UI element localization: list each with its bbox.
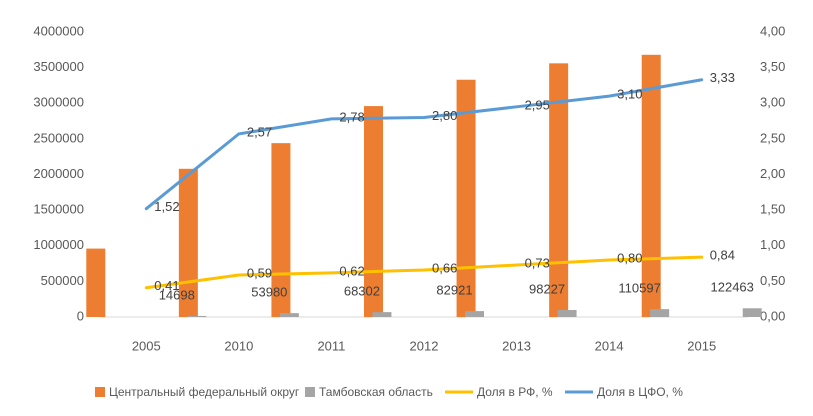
legend-label: Центральный федеральный округ (109, 385, 300, 399)
x-tick-label: 2015 (687, 338, 716, 353)
y-tick-label: 500000 (41, 273, 84, 288)
data-label: 3,33 (710, 70, 735, 85)
x-tick-label: 2013 (502, 338, 531, 353)
bar (456, 79, 476, 317)
data-label: 98227 (529, 281, 565, 296)
data-label: 82921 (436, 283, 472, 298)
data-label: 0,84 (710, 248, 735, 263)
data-label: 0,62 (339, 263, 364, 278)
y-tick-label: 1000000 (33, 237, 84, 252)
bar (187, 315, 207, 317)
y2-tick-label: 0,50 (760, 273, 785, 288)
y2-tick-label: 2,00 (760, 166, 785, 181)
bar (650, 309, 670, 317)
bar (465, 311, 484, 317)
data-label: 2,78 (339, 109, 364, 124)
y-tick-label: 4000000 (33, 23, 84, 38)
bar (557, 310, 577, 317)
x-tick-label: 2012 (410, 338, 439, 353)
y-tick-label: 2500000 (33, 130, 84, 145)
legend-label: Доля в ЦФО, % (597, 385, 683, 399)
data-label: 68302 (344, 284, 380, 299)
y2-tick-label: 3,00 (760, 95, 785, 110)
line (144, 255, 704, 290)
bar (372, 312, 392, 317)
y-tick-label: 3000000 (33, 95, 84, 110)
data-label: 0,80 (617, 250, 642, 265)
y2-tick-label: 0,00 (760, 308, 785, 323)
data-label: 0,59 (247, 265, 272, 280)
bar (364, 106, 383, 317)
bar (279, 313, 299, 317)
y2-tick-label: 4,00 (760, 23, 785, 38)
data-label: 1,52 (154, 199, 179, 214)
x-tick-label: 2011 (317, 338, 345, 353)
bar (86, 248, 106, 317)
y2-tick-label: 2,50 (760, 130, 785, 145)
data-label: 0,73 (525, 255, 550, 270)
legend-label: Доля в РФ, % (477, 385, 553, 399)
y2-tick-label: 1,00 (760, 237, 785, 252)
y-tick-label: 1500000 (33, 202, 84, 217)
x-tick-label: 2014 (595, 338, 624, 353)
legend-swatch (305, 387, 315, 397)
data-label: 2,57 (247, 124, 272, 139)
bar (549, 63, 569, 317)
y2-tick-label: 3,50 (760, 59, 785, 74)
data-label: 2,80 (432, 108, 457, 123)
bar (742, 308, 762, 317)
x-tick-label: 2010 (224, 338, 253, 353)
legend-label: Тамбовская область (319, 385, 433, 399)
data-label: 122463 (711, 280, 754, 295)
data-label: 0,41 (154, 278, 179, 293)
data-label: 14698 (159, 287, 195, 302)
x-tick-label: 2005 (132, 338, 161, 353)
data-label: 0,66 (432, 260, 457, 275)
data-label: 110597 (618, 281, 660, 296)
data-label: 2,95 (525, 97, 550, 112)
y-tick-label: 3500000 (33, 59, 84, 74)
y2-tick-label: 1,50 (760, 202, 785, 217)
y-tick-label: 0 (77, 308, 84, 323)
data-label: 3,10 (617, 87, 642, 102)
data-label: 53980 (251, 285, 287, 300)
legend-swatch (95, 387, 105, 397)
line (144, 78, 704, 211)
bar (641, 54, 661, 318)
y-tick-label: 2000000 (33, 166, 84, 181)
